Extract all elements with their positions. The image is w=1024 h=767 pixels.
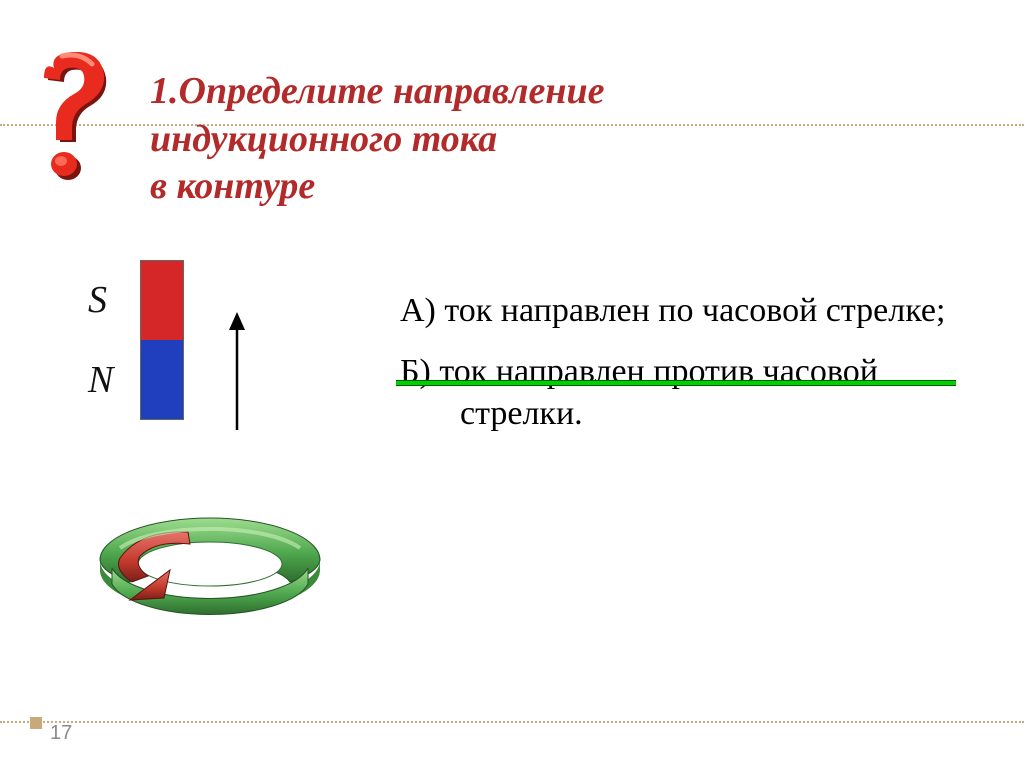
induction-ring-icon — [80, 490, 340, 645]
title-line-2: индукционного тока — [150, 116, 930, 164]
page-number: 17 — [50, 722, 72, 745]
slide-title: 1.Определите направление индукционного т… — [150, 68, 930, 211]
bar-magnet-icon — [140, 260, 184, 420]
answer-a: А) ток направлен по часовой стрелке; — [400, 290, 960, 333]
arrow-up-icon — [222, 312, 252, 437]
slide: 1.Определите направление индукционного т… — [0, 0, 1024, 767]
magnet-south-pole — [141, 261, 183, 340]
answer-options: А) ток направлен по часовой стрелке; Б) … — [400, 290, 960, 454]
magnet-diagram: S N — [140, 260, 184, 420]
question-mark-icon — [32, 52, 122, 197]
dotted-line-footer — [0, 721, 1024, 723]
magnet-label-s: S — [88, 278, 107, 322]
title-line-1: 1.Определите направление — [150, 68, 930, 116]
footer-square-icon — [30, 717, 42, 729]
answer-b: Б) ток направлен против часовой стрелки. — [400, 351, 960, 436]
title-line-3: в контуре — [150, 163, 930, 211]
correct-answer-underline — [396, 380, 956, 386]
magnet-north-pole — [141, 340, 183, 419]
magnet-label-n: N — [88, 358, 113, 402]
